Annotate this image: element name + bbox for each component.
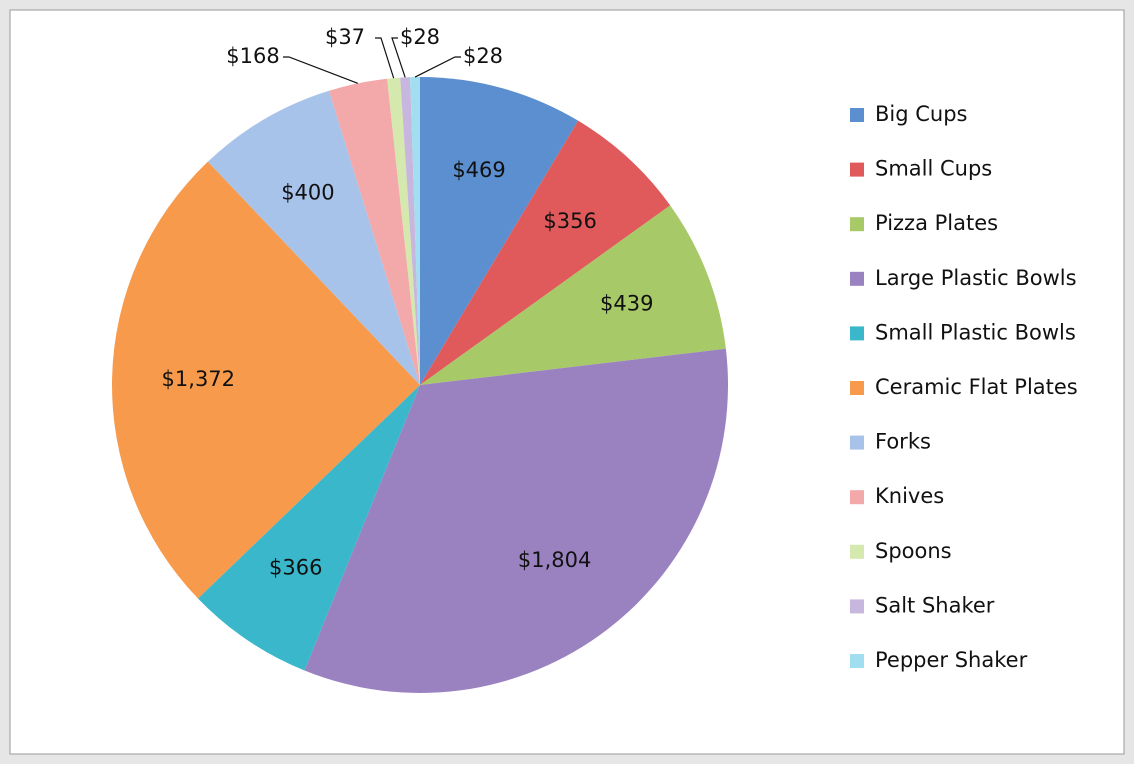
pie-slice [420, 205, 726, 385]
data-label: $439 [600, 292, 653, 316]
pie-slice [328, 78, 420, 385]
legend-swatch [850, 271, 864, 286]
data-label: $469 [452, 158, 505, 182]
pie-slice [420, 120, 671, 386]
data-label: $28 [400, 25, 440, 49]
data-label: $37 [325, 25, 365, 49]
legend-swatch [850, 544, 864, 559]
legend-swatch [850, 490, 864, 505]
pie-slice [304, 348, 728, 693]
legend-label: Knives [875, 484, 944, 508]
leader-line [375, 37, 395, 79]
legend-label: Pizza Plates [875, 211, 998, 235]
legend-label: Ceramic Flat Plates [875, 375, 1078, 399]
pie-slice [420, 77, 579, 385]
data-label: $168 [226, 44, 279, 68]
pie-slice [400, 77, 420, 386]
leader-line [414, 56, 461, 78]
pie-slice [207, 90, 420, 385]
pie-slice [410, 77, 420, 385]
legend-swatch [850, 108, 864, 122]
data-label: $28 [463, 44, 503, 68]
data-label: $400 [281, 181, 334, 205]
legend-swatch [850, 435, 864, 450]
legend-swatch [850, 654, 864, 668]
pie-slice [197, 385, 420, 671]
leader-line [391, 37, 406, 78]
legend-label: Large Plastic Bowls [875, 266, 1077, 290]
data-label: $1,804 [518, 548, 591, 572]
data-label: $366 [269, 556, 322, 580]
pie-slice [111, 161, 421, 599]
legend-swatch [850, 217, 864, 232]
legend-label: Forks [875, 430, 931, 454]
legend-swatch [850, 381, 864, 395]
legend-swatch [850, 599, 864, 614]
legend-label: Small Plastic Bowls [875, 320, 1076, 344]
legend-label: Salt Shaker [875, 593, 995, 617]
legend-label: Spoons [875, 539, 952, 563]
data-label: $1,372 [162, 367, 235, 391]
data-label: $356 [543, 209, 596, 233]
legend-label: Pepper Shaker [875, 648, 1028, 672]
pie-slice [387, 77, 420, 385]
leader-line [283, 56, 358, 84]
legend-label: Small Cups [875, 157, 992, 181]
legend-swatch [850, 326, 864, 341]
legend-label: Big Cups [875, 102, 968, 126]
legend-swatch [850, 162, 864, 177]
